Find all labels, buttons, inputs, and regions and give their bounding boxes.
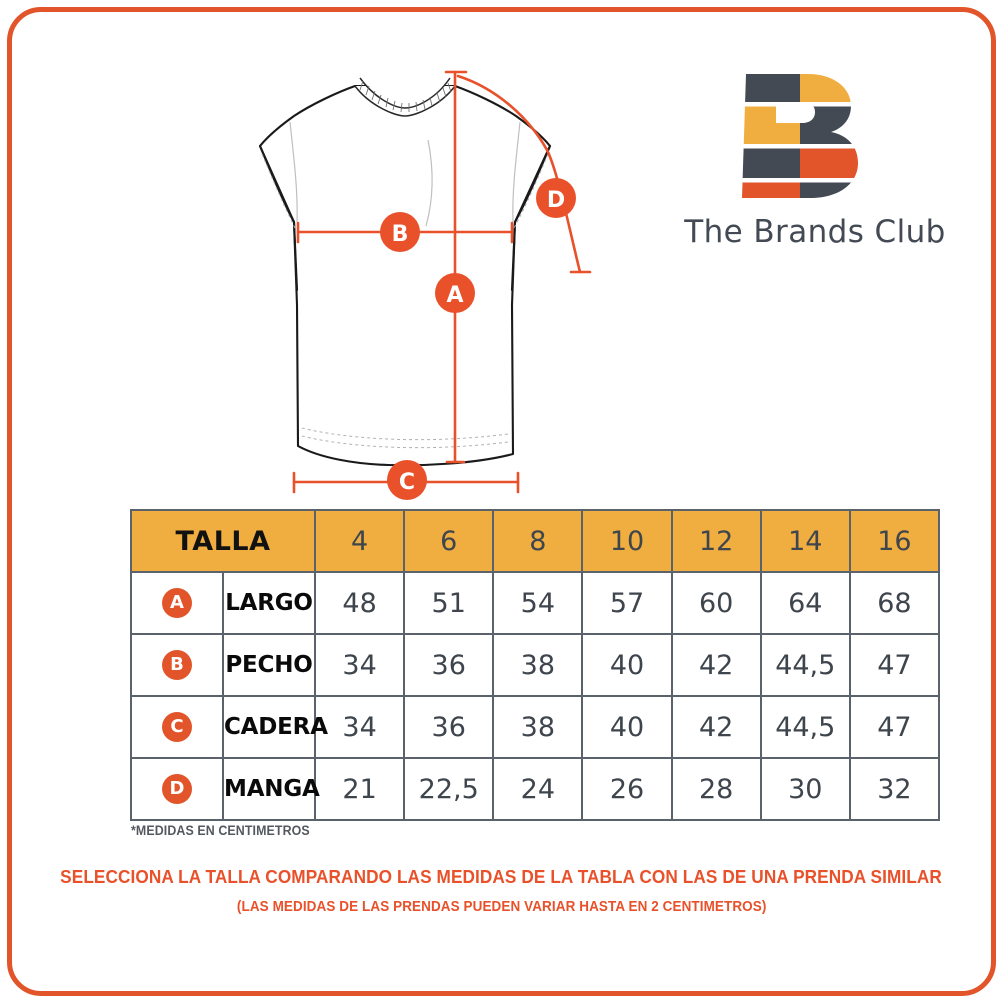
- note-units: *MEDIDAS EN CENTIMETROS: [131, 823, 310, 838]
- cell-manga-14: 30: [759, 757, 851, 821]
- cell-pecho-16: 47: [848, 633, 941, 697]
- table-row: D MANGA 21 22,5 24 26 28 30 32: [130, 757, 941, 821]
- size-table: TALLA 4 6 8 10 12 14 16 A LARGO 48 51 54…: [130, 509, 941, 821]
- note-tolerance-text: (LAS MEDIDAS DE LAS PRENDAS PUEDEN VARIA…: [236, 899, 767, 915]
- note-tolerance: (LAS MEDIDAS DE LAS PRENDAS PUEDEN VARIA…: [0, 899, 1003, 915]
- marker-badge-d: D: [536, 178, 576, 218]
- cell-cadera-6: 36: [403, 695, 495, 759]
- cell-manga-12: 28: [670, 757, 762, 821]
- cell-cadera-14: 44,5: [759, 695, 851, 759]
- header-talla: TALLA: [130, 509, 316, 573]
- cell-pecho-14: 44,5: [759, 633, 851, 697]
- cell-largo-12: 60: [670, 571, 762, 635]
- cell-cadera-12: 42: [670, 695, 762, 759]
- svg-text:D: D: [547, 188, 565, 213]
- badge-letter: C: [162, 712, 192, 742]
- header-size-6: 6: [403, 509, 495, 573]
- row-label-pecho: PECHO: [222, 633, 316, 697]
- tshirt-measurement-diagram: B D A C: [250, 50, 615, 500]
- row-badge-c: C: [130, 695, 224, 759]
- header-size-12: 12: [670, 509, 762, 573]
- row-badge-a: A: [130, 571, 224, 635]
- cell-pecho-4: 34: [313, 633, 406, 697]
- table-header-row: TALLA 4 6 8 10 12 14 16: [130, 509, 941, 573]
- cell-largo-10: 57: [581, 571, 673, 635]
- row-label-largo: LARGO: [222, 571, 316, 635]
- note-instruction-text: SELECCIONA LA TALLA COMPARANDO LAS MEDID…: [60, 866, 943, 887]
- cell-manga-16: 32: [848, 757, 941, 821]
- header-size-10: 10: [581, 509, 673, 573]
- cell-largo-6: 51: [403, 571, 495, 635]
- svg-text:B: B: [392, 222, 409, 247]
- cell-manga-4: 21: [313, 757, 406, 821]
- svg-text:A: A: [446, 283, 463, 308]
- brand-logo: The Brands Club: [670, 62, 960, 282]
- cell-pecho-10: 40: [581, 633, 673, 697]
- badge-letter: B: [162, 650, 192, 680]
- cell-largo-8: 54: [492, 571, 584, 635]
- header-size-14: 14: [759, 509, 851, 573]
- svg-text:C: C: [399, 470, 415, 495]
- badge-letter: A: [162, 588, 192, 618]
- header-size-16: 16: [848, 509, 941, 573]
- table-row: A LARGO 48 51 54 57 60 64 68: [130, 571, 941, 635]
- cell-pecho-8: 38: [492, 633, 584, 697]
- row-label-manga: MANGA: [222, 757, 320, 821]
- cell-largo-4: 48: [313, 571, 406, 635]
- row-label-cadera: CADERA: [222, 695, 328, 759]
- cell-manga-8: 24: [492, 757, 584, 821]
- table-row: C CADERA 34 36 38 40 42 44,5 47: [130, 695, 941, 759]
- cell-cadera-8: 38: [492, 695, 584, 759]
- marker-badge-a: A: [435, 273, 475, 313]
- marker-badge-c: C: [387, 460, 427, 500]
- cell-manga-10: 26: [581, 757, 673, 821]
- cell-pecho-12: 42: [670, 633, 762, 697]
- marker-badge-b: B: [380, 212, 420, 252]
- cell-cadera-4: 34: [313, 695, 406, 759]
- brand-b-mark-icon: [730, 62, 870, 207]
- cell-cadera-10: 40: [581, 695, 673, 759]
- cell-cadera-16: 47: [848, 695, 941, 759]
- note-instruction: SELECCIONA LA TALLA COMPARANDO LAS MEDID…: [0, 866, 1003, 888]
- header-size-8: 8: [492, 509, 584, 573]
- cell-pecho-6: 36: [403, 633, 495, 697]
- badge-letter: D: [162, 774, 192, 804]
- row-badge-d: D: [130, 757, 224, 821]
- cell-largo-14: 64: [759, 571, 851, 635]
- cell-manga-6: 22,5: [403, 757, 495, 821]
- header-size-4: 4: [313, 509, 406, 573]
- row-badge-b: B: [130, 633, 224, 697]
- cell-largo-16: 68: [848, 571, 941, 635]
- table-row: B PECHO 34 36 38 40 42 44,5 47: [130, 633, 941, 697]
- brand-logo-text: The Brands Club: [684, 214, 946, 250]
